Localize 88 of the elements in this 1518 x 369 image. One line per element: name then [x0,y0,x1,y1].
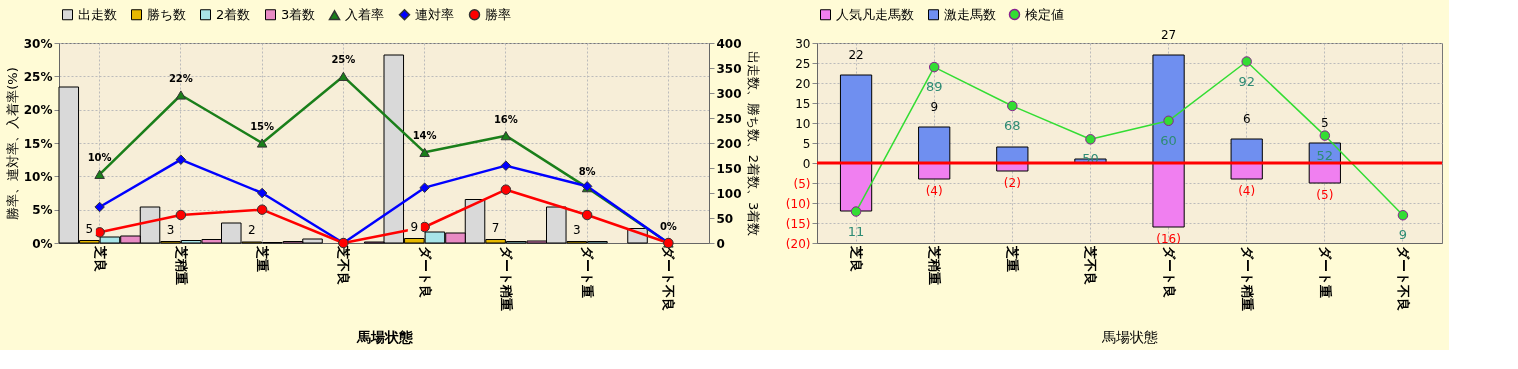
y-tick-label: 20 [795,76,811,91]
y2-tick-label: 100 [716,186,742,201]
legend-label: 人気凡走馬数 [836,6,914,22]
x-tick-label: 芝稍重 [927,244,943,285]
y-tick-label: 5% [32,203,53,218]
data-label: 27 [1160,28,1177,42]
y-tick-label: 0% [32,236,53,251]
data-label: 9 [410,219,419,234]
x-tick-label: ダート重 [580,245,596,298]
legend-label: 勝率 [485,6,511,22]
x-tick-label: 芝良 [849,244,865,272]
legend-label: 激走馬数 [944,6,996,22]
data-label: 22% [168,73,193,84]
legend-label: 検定値 [1025,6,1064,22]
x-tick-label: 芝稍重 [173,244,189,285]
y2-tick-label: 300 [716,86,742,101]
y-tick-label: (20) [785,236,811,251]
data-label: 2 [248,223,256,237]
legend-label: 2着数 [216,6,251,22]
y2-tick-label: 400 [716,36,742,51]
y2-tick-label: 0 [716,236,725,251]
legend-label: 出走数 [78,6,117,22]
legend-label: 連対率 [415,6,454,22]
data-label: 11 [847,223,865,239]
data-label: 10% [87,152,112,164]
y-tick-label: 10% [23,169,53,184]
data-label: 5 [1320,116,1329,130]
y2-tick-label: 150 [716,161,742,176]
x-tick-label: ダート不良 [1395,245,1411,311]
y-tick-label: 25 [795,56,811,71]
data-label: 9 [1398,227,1408,243]
data-label: 0% [659,221,677,232]
y-tick-label: (5) [793,176,811,191]
x-axis-title: 馬場状態 [355,328,414,345]
data-label: (4) [925,184,943,198]
x-tick-label: ダート良 [1161,245,1177,298]
data-label: (5) [1316,188,1334,202]
data-label: 22 [848,48,864,62]
y2-axis-title: 出走数、勝ち数、2着数、3着数 [745,50,761,237]
legend-label: 3着数 [281,6,316,22]
y-tick-label: 30 [795,36,811,51]
data-label: (4) [1238,184,1256,198]
x-tick-label: ダート稍重 [498,245,514,311]
x-tick-label: 芝不良 [1083,244,1099,285]
data-label: 89 [925,79,943,95]
data-label: 52 [1316,147,1334,163]
data-label: 3 [573,222,581,237]
y-tick-label: 5 [802,136,811,151]
x-tick-label: ダート稍重 [1239,245,1255,311]
data-label: 68 [1004,117,1021,133]
x-tick-label: 芝良 [92,244,108,272]
y-tick-label: 10 [795,116,811,131]
y-tick-label: 15% [23,136,53,151]
y2-tick-label: 200 [716,136,742,151]
x-axis-title: 馬場状態 [1101,328,1158,345]
x-tick-label: ダート不良 [661,245,677,311]
data-label: 3 [166,222,175,237]
y-axis-title: 勝率、連対率、入着率(%) [4,67,20,220]
y-tick-label: 30% [23,36,53,51]
x-tick-label: ダート良 [417,245,433,298]
y-tick-label: (10) [785,196,811,211]
data-label: 14% [412,130,437,142]
data-label: 25% [331,54,356,66]
data-label: 7 [491,220,500,235]
x-tick-label: 芝重 [255,244,271,272]
legend-label: 入着率 [345,7,384,23]
data-label: 5 [85,221,94,236]
y-tick-label: (15) [785,216,811,231]
y-tick-label: 25% [23,69,53,84]
data-label: (2) [1003,176,1021,190]
legend-label: 勝ち数 [147,6,186,22]
data-label: 6 [1242,112,1251,126]
y-tick-label: 20% [23,103,53,118]
y2-tick-label: 250 [716,111,742,126]
data-label: 15% [250,121,275,132]
y2-tick-label: 50 [716,211,734,226]
y-tick-label: 0 [802,156,811,171]
data-label: 9 [930,100,939,114]
x-tick-label: 芝不良 [336,244,352,285]
data-label: 60 [1160,132,1177,148]
data-label: 8% [578,165,596,177]
y2-tick-label: 350 [716,61,742,76]
x-tick-label: ダート重 [1317,245,1333,298]
data-label: 92 [1238,73,1255,89]
data-label: 16% [493,113,518,125]
data-label: (16) [1156,232,1181,246]
x-tick-label: 芝重 [1005,244,1021,272]
y-tick-label: 15 [795,96,811,111]
